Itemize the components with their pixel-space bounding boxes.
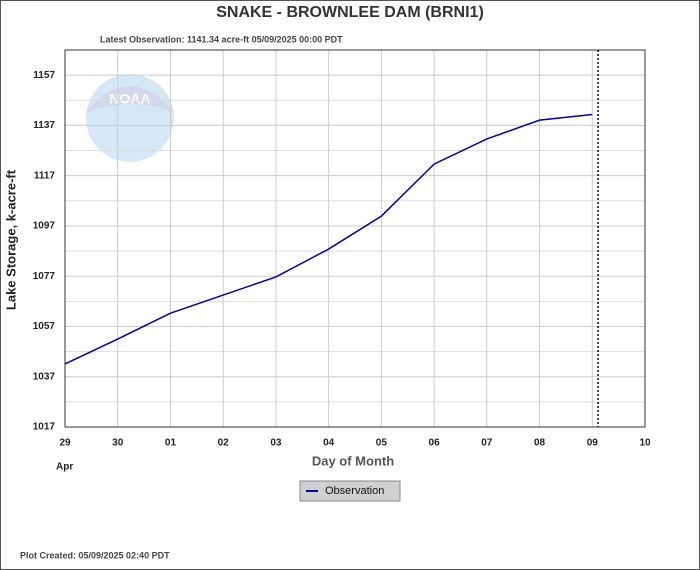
y-tick-label: 1157 xyxy=(33,70,55,81)
x-tick-label: 29 xyxy=(59,438,71,449)
x-tick-label: 30 xyxy=(112,438,124,449)
x-tick-label: 04 xyxy=(323,438,335,449)
x-tick-label: 02 xyxy=(218,438,230,449)
y-axis-label: Lake Storage, k-acre-ft xyxy=(3,169,18,310)
y-tick-label: 1097 xyxy=(33,221,56,232)
chart-title: SNAKE - BROWNLEE DAM (BRNI1) xyxy=(216,4,484,21)
x-axis-label: Day of Month xyxy=(312,453,394,468)
chart-subtitle: Latest Observation: 1141.34 acre-ft 05/0… xyxy=(100,34,343,44)
x-tick-label: 01 xyxy=(165,438,177,449)
y-tick-label: 1057 xyxy=(33,321,56,332)
y-tick-label: 1037 xyxy=(33,371,56,382)
y-tick-label: 1137 xyxy=(33,120,55,131)
footer: Plot Created: 05/09/2025 02:40 PDT xyxy=(20,550,170,560)
x-tick-label: 08 xyxy=(534,438,546,449)
x-tick-label: 05 xyxy=(376,438,388,449)
x-tick-label: 10 xyxy=(639,438,651,449)
legend: Observation xyxy=(299,480,401,502)
x-sublabel: Apr xyxy=(56,462,73,473)
legend-box xyxy=(299,480,401,502)
noaa-logo: NOAA xyxy=(86,74,174,162)
x-tick-label: 07 xyxy=(481,438,493,449)
legend-label: Observation xyxy=(325,485,384,497)
series-line xyxy=(64,113,593,365)
x-tick-label: 06 xyxy=(429,438,441,449)
y-tick-label: 1117 xyxy=(34,170,56,181)
y-tick-label: 1017 xyxy=(33,422,56,433)
x-tick-label: 03 xyxy=(270,438,282,449)
plot-border xyxy=(64,49,646,428)
y-tick-label: 1077 xyxy=(33,271,56,282)
x-tick-label: 09 xyxy=(587,438,599,449)
svg-text:NOAA: NOAA xyxy=(109,91,150,107)
